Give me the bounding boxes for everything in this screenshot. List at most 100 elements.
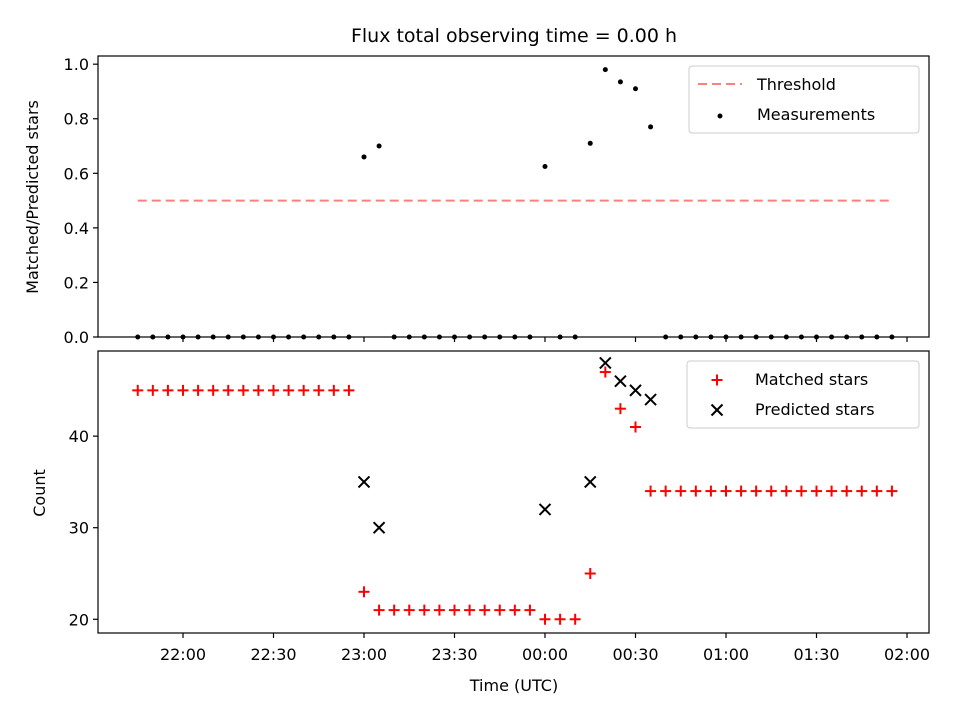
- ratio-x-ticks: [182, 337, 908, 342]
- legend-matched-label: Matched stars: [755, 370, 868, 389]
- matched-star-point: [313, 384, 325, 396]
- time-x-tick-label: 00:30: [612, 645, 658, 664]
- predicted-stars-points: [357, 356, 657, 534]
- count-y-ticks: 20 30 40: [69, 427, 98, 629]
- matched-star-point: [524, 604, 536, 616]
- count-y-tick-label: 20: [69, 610, 89, 629]
- count-panel-frame: [97, 350, 930, 634]
- measurement-point: [255, 334, 261, 340]
- matched-star-point: [841, 485, 853, 497]
- count-panel: 20 30 40 22:00 22:30 23:00 23:30 00:00 00:30 01:…: [30, 350, 930, 695]
- measurement-point: [361, 154, 367, 160]
- matched-star-point: [765, 485, 777, 497]
- matched-star-point: [614, 403, 626, 415]
- measurement-point: [271, 334, 276, 340]
- time-x-tick-label: 23:00: [341, 645, 387, 664]
- predicted-star-point: [357, 475, 371, 489]
- measurement-point: [663, 334, 669, 340]
- predicted-star-point: [599, 356, 612, 370]
- measurement-point: [617, 79, 623, 85]
- measurement-points: [135, 67, 895, 340]
- predicted-star-point: [372, 521, 386, 534]
- ratio-y-tick-label: 0.6: [64, 164, 89, 183]
- measurement-point: [859, 334, 865, 340]
- measurement-point: [814, 334, 819, 340]
- time-x-tick-label: 00:00: [522, 645, 568, 664]
- measurement-point: [286, 334, 292, 340]
- legend-predicted-swatch: [710, 403, 724, 417]
- measurement-point: [527, 334, 533, 340]
- matched-star-point: [720, 485, 732, 497]
- count-legend: Matched stars Predicted stars: [686, 360, 920, 429]
- ratio-y-tick-label: 0.0: [64, 328, 89, 347]
- measurement-point: [693, 334, 699, 340]
- predicted-star-point: [644, 393, 657, 406]
- measurement-point: [240, 334, 246, 340]
- matched-star-point: [795, 485, 807, 497]
- matched-star-point: [177, 384, 189, 396]
- measurement-point: [406, 334, 412, 340]
- measurement-point: [195, 334, 201, 340]
- legend-threshold-label: Threshold: [756, 75, 836, 94]
- ratio-y-tick-label: 0.2: [64, 273, 89, 292]
- predicted-star-point: [614, 375, 627, 388]
- legend-measurements-label: Measurements: [757, 105, 875, 124]
- matched-star-point: [298, 384, 310, 396]
- ratio-panel: 0.0 0.2 0.4 0.6 0.8 1.0 Matched/Predicted sta…: [23, 55, 930, 347]
- measurement-point: [708, 334, 714, 340]
- matched-star-point: [449, 604, 460, 616]
- predicted-star-point: [584, 475, 597, 489]
- time-x-axis-label: Time (UTC): [469, 676, 558, 695]
- matched-star-point: [403, 604, 415, 616]
- matched-star-point: [886, 485, 898, 497]
- matched-star-point: [690, 485, 702, 497]
- ratio-y-tick-label: 0.4: [64, 219, 89, 238]
- measurement-point: [180, 334, 186, 340]
- matched-star-point: [268, 384, 279, 396]
- measurement-point: [829, 334, 835, 340]
- time-x-tick-label: 01:30: [793, 645, 839, 664]
- measurement-point: [557, 334, 563, 340]
- matched-star-point: [358, 586, 370, 598]
- time-x-tick-label: 01:00: [703, 645, 749, 664]
- time-x-tick-label: 23:30: [431, 645, 477, 664]
- measurement-point: [331, 334, 337, 340]
- measurement-point: [135, 334, 141, 340]
- ratio-y-tick-label: 0.8: [64, 110, 89, 129]
- matched-star-point: [735, 485, 747, 497]
- matched-star-point: [464, 604, 476, 616]
- measurement-point: [889, 334, 895, 340]
- matched-star-point: [645, 485, 657, 497]
- matched-star-point: [147, 384, 159, 396]
- matched-stars-points: [132, 366, 898, 625]
- matched-star-point: [222, 384, 234, 396]
- matched-star-point: [826, 485, 838, 497]
- matched-star-point: [418, 604, 430, 616]
- measurement-point: [391, 334, 397, 340]
- matched-star-point: [811, 485, 822, 497]
- matched-star-point: [283, 384, 295, 396]
- measurement-point: [482, 334, 488, 340]
- matched-star-point: [569, 613, 581, 625]
- matched-star-point: [252, 384, 264, 396]
- measurement-point: [467, 334, 473, 340]
- measurement-point: [572, 334, 578, 340]
- legend-measurements-swatch: [717, 113, 723, 119]
- legend-matched-marker: [711, 374, 723, 386]
- measurement-point: [587, 140, 593, 146]
- measurement-point: [316, 334, 322, 340]
- matched-star-point: [780, 485, 792, 497]
- time-x-tick-label: 02:00: [884, 645, 930, 664]
- measurement-point: [436, 334, 442, 340]
- measurement-point: [798, 334, 804, 340]
- count-y-tick-label: 40: [69, 427, 89, 446]
- matched-star-point: [856, 485, 868, 497]
- matched-star-point: [433, 604, 445, 616]
- matched-star-point: [494, 604, 506, 616]
- measurement-point: [301, 334, 307, 340]
- measurement-point: [648, 124, 654, 130]
- ratio-legend: Threshold Measurements: [688, 65, 920, 134]
- legend-matched-swatch: [711, 374, 723, 386]
- ratio-legend-box: [688, 65, 920, 134]
